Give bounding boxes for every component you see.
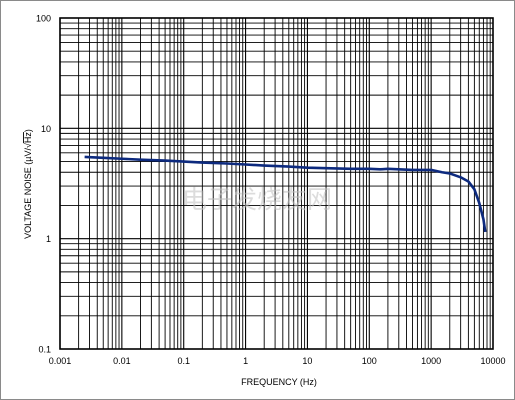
y-axis-title: VOLTAGE NOISE (µV/√Hz) xyxy=(23,129,33,239)
y-axis-title-suffix: ) xyxy=(23,129,33,132)
x-tick-label: 10 xyxy=(302,356,312,366)
x-tick-labels: 0.001 0.01 0.1 1 10 100 1000 10000 xyxy=(49,356,506,366)
x-tick-label: 1000 xyxy=(421,356,441,366)
y-axis-title-prefix: VOLTAGE NOISE (µV/ xyxy=(23,148,33,239)
watermark: 电子发烧友网 xyxy=(182,185,332,214)
y-tick-label: 1 xyxy=(46,234,51,244)
x-tick-label: 0.1 xyxy=(177,356,190,366)
y-axis-title-radical: √ xyxy=(23,143,33,148)
y-tick-label: 10 xyxy=(41,124,51,134)
y-tick-label: 100 xyxy=(36,14,51,24)
x-tick-label: 0.001 xyxy=(49,356,72,366)
series-line xyxy=(84,155,487,233)
x-tick-label: 1 xyxy=(243,356,248,366)
x-tick-label: 0.01 xyxy=(113,356,131,366)
plot-border xyxy=(59,17,494,350)
y-tick-label: 0.1 xyxy=(38,345,51,355)
x-tick-label: 100 xyxy=(362,356,377,366)
svg-text:VOLTAGE NOISE (µV/√Hz): VOLTAGE NOISE (µV/√Hz) xyxy=(23,129,33,239)
y-tick-labels: 0.1 1 10 100 xyxy=(36,14,51,355)
grid xyxy=(59,18,493,350)
x-axis-title: FREQUENCY (Hz) xyxy=(241,377,317,387)
y-axis-title-radicand: Hz xyxy=(23,132,33,143)
x-tick-label: 10000 xyxy=(480,356,505,366)
